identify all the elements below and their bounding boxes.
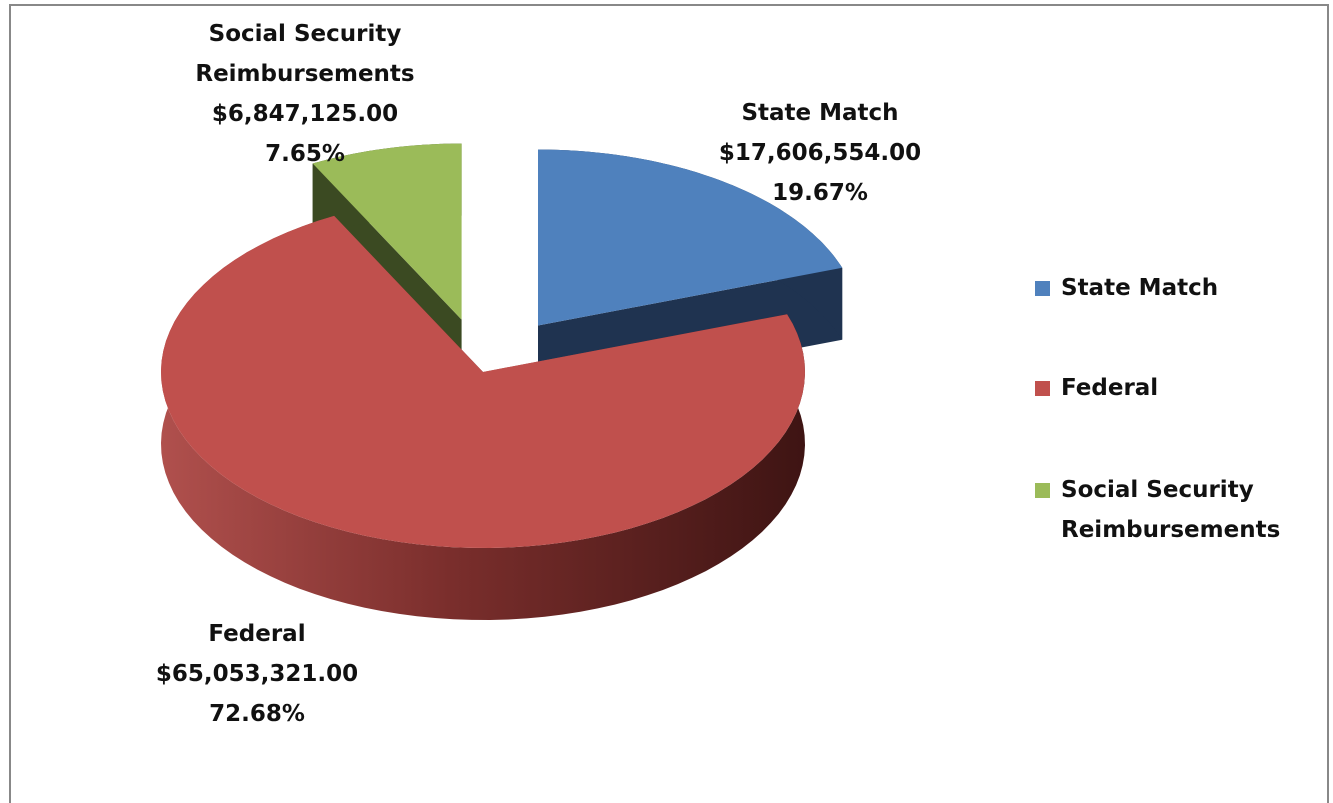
data-label-name: State Match: [741, 100, 899, 126]
data-label-value: $65,053,321.00: [155, 661, 359, 687]
data-label: State Match $17,606,554.00 19.67%: [700, 93, 940, 213]
data-label-value: $6,847,125.00: [211, 101, 399, 127]
data-label-percent: 72.68%: [209, 701, 305, 727]
legend-label: Social Security Reimbursements: [1061, 477, 1281, 543]
legend-entry: State Match: [1035, 268, 1305, 308]
data-label-name: Federal: [208, 621, 306, 647]
data-label-percent: 19.67%: [772, 180, 868, 206]
legend-entry: Federal: [1035, 368, 1305, 408]
pie-slice: [538, 149, 843, 326]
data-label-value: $17,606,554.00: [718, 140, 922, 166]
data-label: Federal $65,053,321.00 72.68%: [137, 614, 377, 734]
legend-label: Federal: [1061, 375, 1159, 401]
legend-swatch: [1035, 281, 1050, 296]
legend-entry: Social Security Reimbursements: [1035, 470, 1305, 550]
data-label-percent: 7.65%: [265, 141, 345, 167]
chart-frame: [9, 4, 1329, 803]
legend-swatch: [1035, 483, 1050, 498]
data-label: Social Security Reimbursements $6,847,125…: [175, 14, 435, 174]
legend-label: State Match: [1061, 275, 1219, 301]
pie-slice: [161, 215, 805, 548]
data-label-name: Social Security Reimbursements: [195, 21, 415, 87]
legend-swatch: [1035, 381, 1050, 396]
pie-slice: [312, 143, 462, 320]
